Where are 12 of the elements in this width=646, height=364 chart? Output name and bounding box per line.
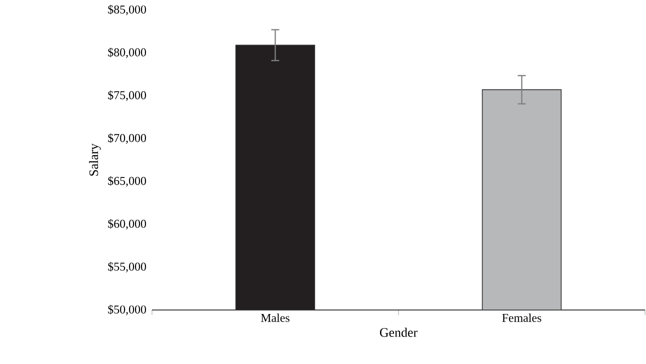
y-axis-title: Salary (89, 144, 101, 176)
x-tick-label: Males (260, 314, 290, 322)
y-tick-label: $85,000 (108, 4, 146, 16)
y-tick-label: $75,000 (108, 90, 146, 101)
y-tick-label: $80,000 (108, 48, 146, 58)
y-tick-label: $70,000 (108, 133, 146, 144)
x-axis-title: Gender (380, 328, 418, 337)
x-tick-label: Females (502, 314, 542, 322)
y-tick-label: $60,000 (108, 219, 146, 230)
y-tick-label: $65,000 (108, 176, 146, 187)
y-tick-label: $50,000 (108, 304, 146, 316)
y-tick-label: $55,000 (108, 262, 146, 272)
